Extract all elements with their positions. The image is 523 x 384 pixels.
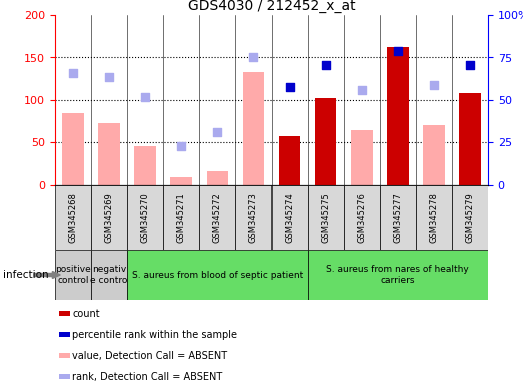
Bar (59, 332, 70, 337)
Point (69, 70, 77, 76)
Text: S. aureus from blood of septic patient: S. aureus from blood of septic patient (132, 270, 303, 280)
Point (466, 62, 474, 68)
Bar (127, 250, 308, 300)
Bar (423, 126, 445, 185)
Text: GSM345268: GSM345268 (69, 192, 77, 243)
Text: GSM345271: GSM345271 (177, 192, 186, 243)
Text: GSM345278: GSM345278 (429, 192, 438, 243)
Bar (59, 353, 70, 358)
Text: negativ
e contro: negativ e contro (90, 265, 128, 285)
Point (213, 129, 222, 136)
Bar (98, 123, 120, 185)
Point (430, 82, 438, 88)
Bar (91, 185, 127, 250)
Bar (243, 72, 264, 185)
Text: rank, Detection Call = ABSENT: rank, Detection Call = ABSENT (72, 372, 223, 382)
Bar (459, 93, 481, 185)
Bar (308, 250, 488, 300)
Text: GSM345274: GSM345274 (285, 192, 294, 243)
Point (141, 94, 150, 101)
Text: GSM345275: GSM345275 (321, 192, 330, 243)
Text: GSM345273: GSM345273 (249, 192, 258, 243)
Text: S. aureus from nares of healthy
carriers: S. aureus from nares of healthy carriers (326, 265, 469, 285)
Text: count: count (72, 309, 100, 319)
Text: GSM345276: GSM345276 (357, 192, 366, 243)
Point (358, 87, 366, 93)
Bar (170, 177, 192, 185)
Bar (55, 185, 91, 250)
Point (322, 62, 330, 68)
Bar (387, 47, 408, 185)
Bar (163, 185, 199, 250)
Bar (308, 185, 344, 250)
Title: GDS4030 / 212452_x_at: GDS4030 / 212452_x_at (188, 0, 355, 13)
Text: GSM345277: GSM345277 (393, 192, 402, 243)
Bar (380, 185, 416, 250)
Text: GSM345272: GSM345272 (213, 192, 222, 243)
Bar (452, 185, 488, 250)
Bar (59, 374, 70, 379)
Text: infection: infection (3, 270, 48, 280)
Bar (271, 185, 308, 250)
Point (286, 84, 294, 90)
Bar (344, 185, 380, 250)
Bar (279, 136, 300, 185)
Bar (134, 146, 156, 185)
Bar (235, 185, 271, 250)
Point (394, 48, 402, 54)
Bar (62, 113, 84, 185)
Point (249, 55, 258, 61)
Text: percentile rank within the sample: percentile rank within the sample (72, 329, 237, 340)
Bar (416, 185, 452, 250)
Text: GSM345279: GSM345279 (465, 192, 474, 243)
Point (177, 143, 186, 149)
Bar (55, 250, 91, 300)
Bar (127, 185, 163, 250)
Bar (315, 98, 336, 185)
Text: GSM345269: GSM345269 (105, 192, 113, 243)
Text: value, Detection Call = ABSENT: value, Detection Call = ABSENT (72, 351, 228, 361)
Bar (207, 171, 228, 185)
Point (105, 74, 113, 80)
Bar (59, 311, 70, 316)
Text: GSM345270: GSM345270 (141, 192, 150, 243)
Bar (91, 250, 127, 300)
Bar (351, 130, 372, 185)
Text: positive
control: positive control (55, 265, 91, 285)
Bar (199, 185, 235, 250)
